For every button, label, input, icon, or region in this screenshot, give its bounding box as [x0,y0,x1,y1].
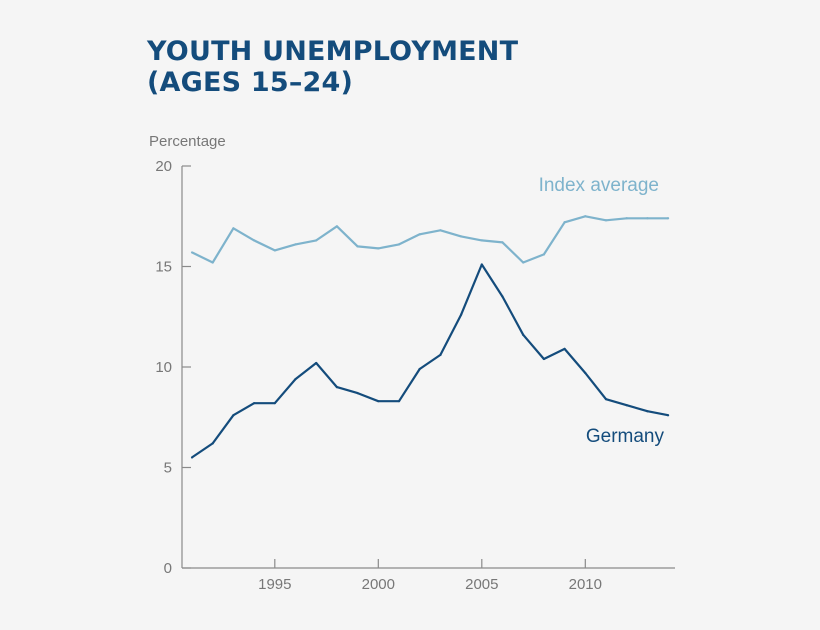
data-point [190,251,194,254]
data-point [625,217,628,220]
data-point [397,243,401,246]
data-point [501,241,504,244]
data-point [460,235,463,238]
data-point [542,357,546,361]
data-point [667,217,670,220]
y-axis-label: Percentage [149,133,226,150]
chart-title-line-2: (AGES 15–24) [147,67,354,98]
y-tick-label: 10 [155,359,172,376]
data-point [563,221,566,224]
axes: 0 5 10 15 20 1995 2000 2005 2010 [155,158,675,593]
data-point [646,410,649,413]
data-point [335,225,338,228]
data-point [190,456,194,459]
x-tick-label: 2010 [569,576,602,593]
data-point [667,414,670,417]
data-point [584,371,587,375]
data-point [480,239,483,242]
series-label: Germany [586,426,665,447]
x-tick-label: 2000 [362,576,395,593]
data-point [584,215,587,218]
data-point [397,400,401,403]
data-point [273,402,276,405]
y-tick-label: 20 [155,158,172,175]
data-point [294,243,297,246]
chart-title-line-1: YOUTH UNEMPLOYMENT [147,36,519,67]
data-point [625,404,628,407]
data-point [232,414,235,417]
data-point [646,217,649,220]
data-point [253,239,256,242]
x-tick-label: 1995 [258,576,291,593]
data-point [315,361,318,365]
data-point [563,347,566,351]
chart-title: YOUTH UNEMPLOYMENT (AGES 15–24) [147,36,518,98]
data-point [253,402,256,405]
y-tick-label: 0 [164,560,172,577]
data-point [501,295,504,298]
y-tick-label: 5 [164,460,172,477]
data-point [377,400,380,403]
data-point [418,233,421,236]
series-layer: Index average Germany [190,175,670,459]
data-point [232,227,235,230]
series-line [191,263,669,459]
data-point [439,353,442,357]
data-point [480,263,483,266]
y-tick-label: 15 [155,259,172,276]
data-point [335,386,338,389]
data-point [356,392,359,395]
data-point [356,245,359,248]
series-germany: Germany [190,263,670,459]
data-point [439,229,442,232]
data-point [522,261,525,264]
data-point [522,333,525,336]
data-point [460,313,463,316]
series-index-average: Index average [190,175,670,264]
x-tick-label: 2005 [465,576,498,593]
data-point [315,239,318,242]
data-point [604,219,608,222]
data-point [542,253,546,256]
data-point [211,261,214,264]
data-point [604,398,608,401]
series-label: Index average [539,175,659,196]
data-point [377,247,380,250]
data-point [211,442,214,445]
data-point [273,249,276,252]
data-point [418,367,421,371]
series-line [191,215,669,264]
data-point [294,377,297,381]
